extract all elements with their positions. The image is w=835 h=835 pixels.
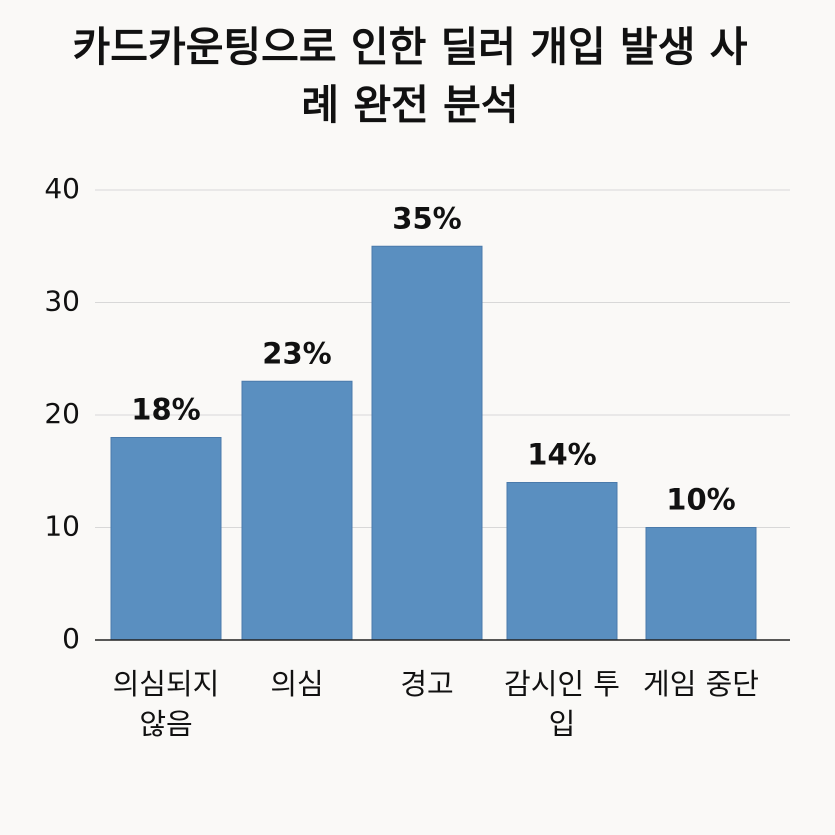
y-tick-label: 30 <box>44 285 80 318</box>
x-tick-label: 의심되지 않음 <box>112 667 220 741</box>
y-tick-label: 0 <box>62 622 80 655</box>
bar <box>371 245 483 641</box>
value-label: 35% <box>392 201 461 235</box>
value-label: 10% <box>666 483 735 517</box>
chart-title: 카드카운팅으로 인한 딜러 개입 발생 사례 완전 분석 <box>72 23 748 129</box>
value-label: 23% <box>262 336 331 370</box>
x-tick-label: 게임 중단 <box>643 667 759 701</box>
bar <box>506 482 618 641</box>
x-tick-label: 의심 <box>270 667 324 701</box>
y-tick-label: 20 <box>44 397 80 430</box>
y-tick-label: 10 <box>44 510 80 543</box>
y-tick-label: 40 <box>44 172 80 205</box>
bar <box>241 380 353 641</box>
x-tick-label: 경고 <box>400 667 454 701</box>
bar <box>645 527 757 641</box>
bar <box>110 437 222 641</box>
value-label: 14% <box>527 438 596 472</box>
x-tick-label: 감시인 투입 <box>504 667 620 741</box>
value-label: 18% <box>131 393 200 427</box>
